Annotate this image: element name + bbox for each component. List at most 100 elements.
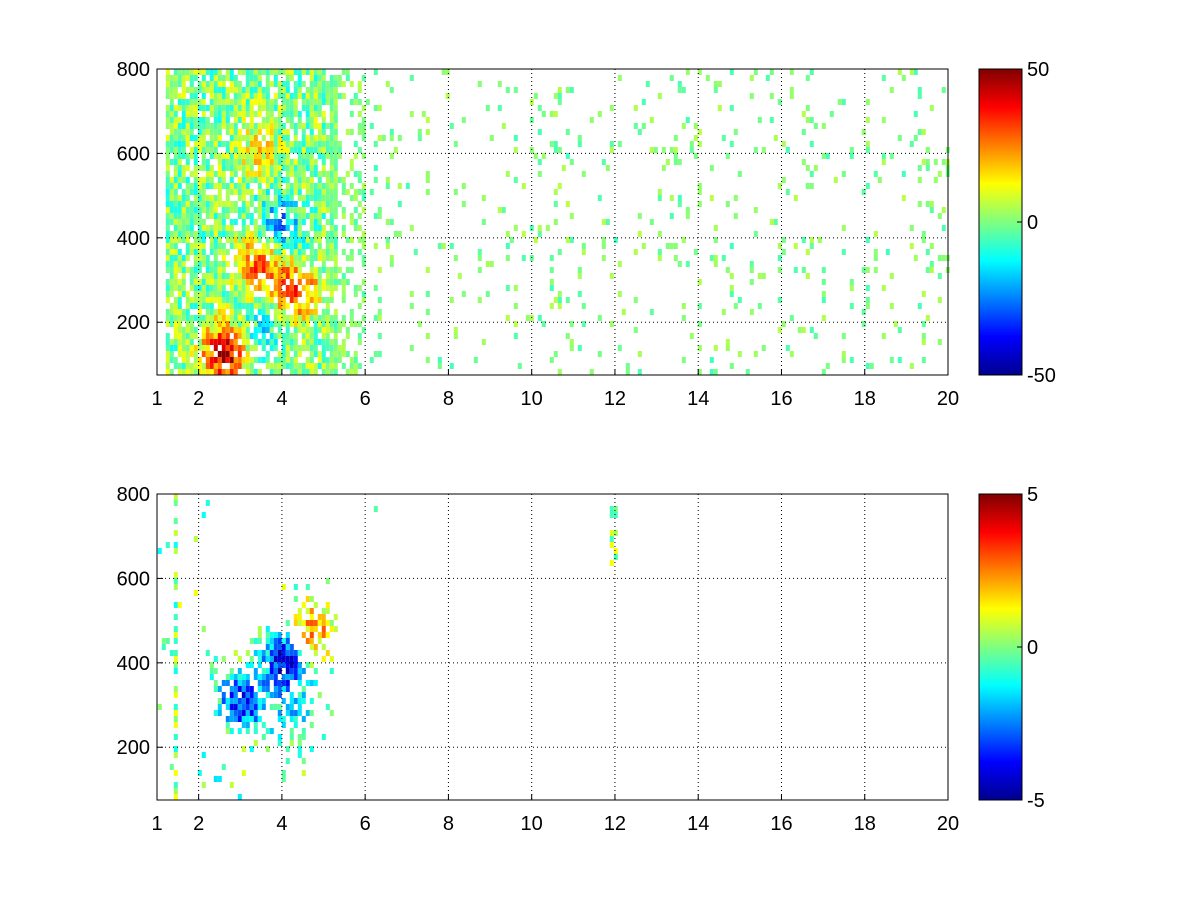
heatmap-cell bbox=[233, 129, 238, 135]
heatmap-cell bbox=[277, 363, 282, 369]
heatmap-cell bbox=[257, 339, 262, 345]
heatmap-cell bbox=[185, 135, 190, 141]
heatmap-cell bbox=[177, 225, 182, 231]
heatmap-cell bbox=[297, 315, 302, 321]
heatmap-cell bbox=[617, 345, 622, 351]
heatmap-cell bbox=[205, 285, 210, 291]
heatmap-cell bbox=[329, 626, 334, 632]
heatmap-cell bbox=[173, 129, 178, 135]
heatmap-cell bbox=[309, 213, 314, 219]
heatmap-cell bbox=[321, 267, 326, 273]
heatmap-cell bbox=[685, 117, 690, 123]
heatmap-cell bbox=[193, 69, 198, 75]
heatmap-cell bbox=[609, 512, 614, 518]
heatmap-cell bbox=[325, 219, 330, 225]
heatmap-cell bbox=[389, 255, 394, 261]
heatmap-cell bbox=[889, 303, 894, 309]
heatmap-cell bbox=[245, 291, 250, 297]
heatmap-cell bbox=[233, 231, 238, 237]
heatmap-cell bbox=[165, 357, 170, 363]
heatmap-cell bbox=[317, 363, 322, 369]
heatmap-cell bbox=[305, 237, 310, 243]
heatmap-cell bbox=[181, 285, 186, 291]
heatmap-cell bbox=[201, 81, 206, 87]
heatmap-cell bbox=[189, 339, 194, 345]
heatmap-cell bbox=[229, 177, 234, 183]
heatmap-cell bbox=[341, 285, 346, 291]
heatmap-cell bbox=[313, 147, 318, 153]
heatmap-cell bbox=[333, 309, 338, 315]
heatmap-cell bbox=[917, 165, 922, 171]
heatmap-cell bbox=[697, 279, 702, 285]
heatmap-cell bbox=[637, 213, 642, 219]
heatmap-cell bbox=[829, 111, 834, 117]
heatmap-cell bbox=[345, 75, 350, 81]
heatmap-cell bbox=[865, 147, 870, 153]
heatmap-cell bbox=[189, 249, 194, 255]
heatmap-cell bbox=[301, 237, 306, 243]
heatmap-cell bbox=[309, 177, 314, 183]
heatmap-cell bbox=[281, 255, 286, 261]
heatmap-cell bbox=[273, 75, 278, 81]
heatmap-cell bbox=[265, 339, 270, 345]
heatmap-cell bbox=[245, 273, 250, 279]
heatmap-cell bbox=[301, 716, 306, 722]
heatmap-cell bbox=[753, 69, 758, 75]
heatmap-cell bbox=[241, 267, 246, 273]
heatmap-cell bbox=[549, 303, 554, 309]
heatmap-cell bbox=[849, 153, 854, 159]
heatmap-cell bbox=[325, 195, 330, 201]
heatmap-cell bbox=[205, 315, 210, 321]
heatmap-cell bbox=[333, 141, 338, 147]
heatmap-cell bbox=[613, 554, 618, 560]
heatmap-cell bbox=[305, 165, 310, 171]
heatmap-cell bbox=[249, 129, 254, 135]
heatmap-cell bbox=[289, 159, 294, 165]
heatmap-cell bbox=[217, 303, 222, 309]
heatmap-cell bbox=[169, 273, 174, 279]
heatmap-cell bbox=[277, 243, 282, 249]
heatmap-cell bbox=[217, 81, 222, 87]
heatmap-cell bbox=[177, 123, 182, 129]
heatmap-cell bbox=[325, 578, 330, 584]
heatmap-cell bbox=[601, 255, 606, 261]
heatmap-cell bbox=[221, 231, 226, 237]
heatmap-cell bbox=[293, 225, 298, 231]
heatmap-cell bbox=[197, 147, 202, 153]
heatmap-cell bbox=[197, 267, 202, 273]
heatmap-cell bbox=[485, 261, 490, 267]
heatmap-cell bbox=[285, 147, 290, 153]
heatmap-cell bbox=[261, 87, 266, 93]
heatmap-cell bbox=[229, 315, 234, 321]
heatmap-cell bbox=[317, 297, 322, 303]
heatmap-cell bbox=[185, 225, 190, 231]
heatmap-cell bbox=[265, 267, 270, 273]
heatmap-cell bbox=[421, 111, 426, 117]
heatmap-cell bbox=[285, 135, 290, 141]
heatmap-cell bbox=[277, 171, 282, 177]
heatmap-cell bbox=[217, 171, 222, 177]
heatmap-cell bbox=[253, 339, 258, 345]
heatmap-cell bbox=[217, 189, 222, 195]
heatmap-cell bbox=[265, 357, 270, 363]
heatmap-cell bbox=[185, 363, 190, 369]
heatmap-cell bbox=[321, 734, 326, 740]
heatmap-cell bbox=[253, 267, 258, 273]
heatmap-cell bbox=[669, 243, 674, 249]
heatmap-cell bbox=[221, 321, 226, 327]
heatmap-cell bbox=[281, 111, 286, 117]
heatmap-cell bbox=[241, 93, 246, 99]
heatmap-cell bbox=[325, 81, 330, 87]
heatmap-cell bbox=[233, 141, 238, 147]
heatmap-cell bbox=[289, 147, 294, 153]
heatmap-cell bbox=[805, 249, 810, 255]
heatmap-cell bbox=[173, 746, 178, 752]
heatmap-cell bbox=[249, 201, 254, 207]
heatmap-cell bbox=[317, 141, 322, 147]
heatmap-cell bbox=[925, 249, 930, 255]
heatmap-cell bbox=[173, 662, 178, 668]
heatmap-cell bbox=[265, 285, 270, 291]
heatmap-cell bbox=[169, 123, 174, 129]
heatmap-cell bbox=[457, 273, 462, 279]
heatmap-cell bbox=[213, 231, 218, 237]
